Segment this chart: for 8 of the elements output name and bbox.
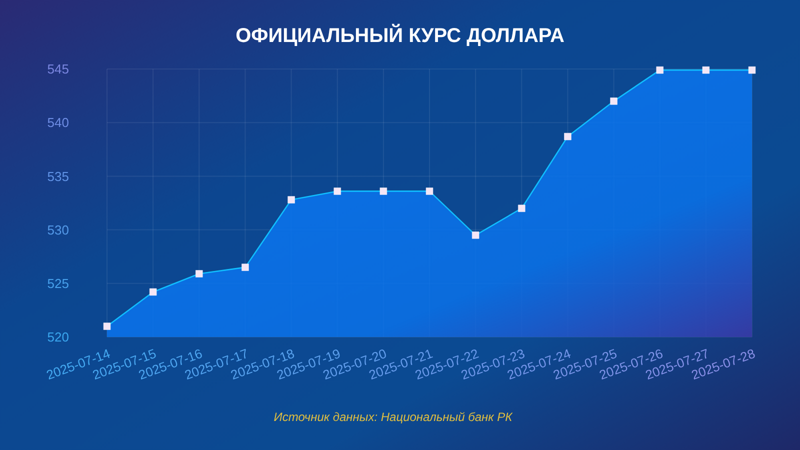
y-tick-label: 525 — [47, 276, 69, 291]
y-tick-label: 520 — [47, 330, 69, 345]
y-tick-label: 530 — [47, 222, 69, 238]
y-tick-label: 540 — [47, 115, 69, 130]
text: Источник данных: Национальный банк РК — [274, 410, 514, 424]
y-tick-label: 535 — [47, 168, 69, 184]
y-tick-label: 545 — [47, 62, 69, 77]
chart-title: ОФИЦИАЛЬНЫЙ КУРС ДОЛЛАРА — [236, 23, 564, 47]
